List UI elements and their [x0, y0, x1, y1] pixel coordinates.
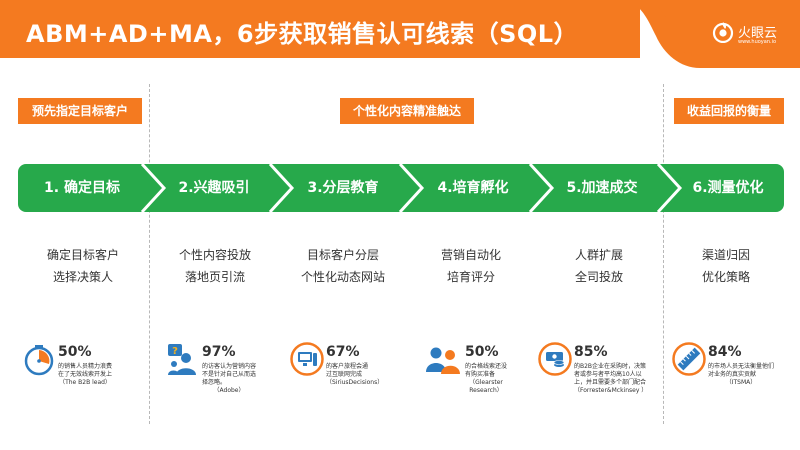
ruler-icon	[672, 342, 706, 376]
step-2-label: 2.兴趣吸引	[178, 180, 250, 196]
flow-chevron-divider	[528, 162, 555, 214]
stat-2: ? 97% 的访客认为营销内容 不是针对自己从而选 择忽略。 （Adobe）	[166, 342, 288, 402]
description-line: 个性内容投放	[178, 248, 251, 262]
computer-icon	[290, 342, 324, 376]
flow-chevron-divider	[398, 162, 425, 214]
stat-value: 50%	[465, 344, 499, 360]
step-3-label: 3.分层教育	[307, 180, 379, 196]
flow-chevron-divider	[140, 162, 167, 214]
description-line: 个性化动态网站	[300, 270, 385, 284]
stat-1: 50% 的销售人员精力浪费 在了无效线索开发上 （The B2B lead）	[22, 342, 144, 402]
section-divider	[149, 84, 150, 424]
process-flow	[18, 162, 784, 214]
stat-source: （SiriusDecisions）	[326, 379, 384, 386]
description-line: 选择决策人	[52, 270, 113, 284]
stat-source: （The B2B lead）	[59, 379, 111, 386]
brand-name: 火眼云	[738, 26, 778, 41]
stat-note: 的客户旅程会通 过互联网完成 （SiriusDecisions）	[326, 363, 384, 386]
flow-chevron-divider	[656, 162, 683, 214]
stat-3: 67% 的客户旅程会通 过互联网完成 （SiriusDecisions）	[290, 342, 412, 402]
section-divider	[663, 84, 664, 424]
step-2-description: 个性内容投放 落地页引流	[150, 244, 280, 288]
step-1-label: 1. 确定目标	[44, 180, 120, 196]
brand-flame-icon	[712, 22, 734, 43]
stat-source: （ITSMA）	[725, 379, 757, 386]
flow-bar	[18, 164, 784, 212]
stat-value: 84%	[708, 344, 742, 360]
page-title: ABM+AD+MA，6步获取销售认可线索（SQL）	[26, 20, 579, 48]
stat-4: 50% 的合格线索还没 有购买准备 （Glearster Research）	[426, 342, 548, 402]
description-line: 营销自动化	[440, 248, 501, 262]
stat-source: （Adobe）	[213, 387, 245, 394]
stat-source: Research）	[469, 387, 503, 394]
stat-source: （Glearster	[469, 379, 503, 386]
flow-chevron-divider	[268, 162, 295, 214]
step-6-description: 渠道归因 优化策略	[661, 244, 791, 288]
phase-label-roi-measurement: 收益回报的衡量	[674, 98, 784, 124]
phase-label-personalized-content: 个性化内容精准触达	[340, 98, 474, 124]
step-5-description: 人群扩展 全司投放	[534, 244, 664, 288]
stopwatch-icon	[24, 345, 54, 376]
description-line: 落地页引流	[184, 270, 245, 284]
step-4-label: 4.培育孵化	[437, 180, 509, 196]
step-1-description: 确定目标客户 选择决策人	[18, 244, 148, 288]
stat-source: （Forrester&Mckinsey ）	[574, 387, 648, 394]
description-line: 目标客户分层	[306, 248, 379, 262]
money-icon	[538, 342, 572, 376]
stat-5: 85% 的B2B企业在采购时，决策 者或参与者平均高10人以 上，并且需要多个部…	[538, 342, 662, 402]
stat-note: 的销售人员精力浪费 在了无效线索开发上 （The B2B lead）	[58, 363, 113, 386]
step-6-label: 6.测量优化	[692, 180, 764, 196]
description-line: 确定目标客户	[46, 248, 119, 262]
stat-value: 50%	[58, 344, 92, 360]
svg-text:?: ?	[172, 346, 178, 357]
description-line: 渠道归因	[701, 248, 750, 262]
description-line: 优化策略	[701, 270, 750, 284]
phase-label-targeting: 预先指定目标客户	[18, 98, 142, 124]
stat-value: 97%	[202, 344, 236, 360]
stat-note: 的B2B企业在采购时，决策 者或参与者平均高10人以 上，并且需要多个部门配合 …	[574, 363, 648, 394]
stat-note: 的市场人员无法衡量他们 对业务的真实贡献 （ITSMA）	[708, 363, 775, 386]
header-banner: ABM+AD+MA，6步获取销售认可线索（SQL） 火眼云 www.huoyan…	[0, 0, 800, 68]
step-5-label: 5.加速成交	[566, 180, 638, 196]
stat-note: 的合格线索还没 有购买准备 （Glearster Research）	[465, 363, 508, 394]
header-background	[0, 0, 800, 68]
stat-6: 84% 的市场人员无法衡量他们 对业务的真实贡献 （ITSMA）	[672, 342, 796, 402]
stat-note: 的访客认为营销内容 不是针对自己从而选 择忽略。 （Adobe）	[202, 363, 257, 394]
user-question-icon: ?	[168, 344, 196, 375]
brand-url: www.huoyan.io	[738, 39, 777, 45]
step-3-description: 目标客户分层 个性化动态网站	[278, 244, 408, 288]
step-4-description: 营销自动化 培育评分	[406, 244, 536, 288]
description-line: 全司投放	[574, 270, 623, 284]
description-line: 培育评分	[446, 270, 495, 284]
people-icon	[426, 347, 460, 374]
description-line: 人群扩展	[574, 248, 623, 262]
stat-value: 85%	[574, 344, 608, 360]
stat-value: 67%	[326, 344, 360, 360]
